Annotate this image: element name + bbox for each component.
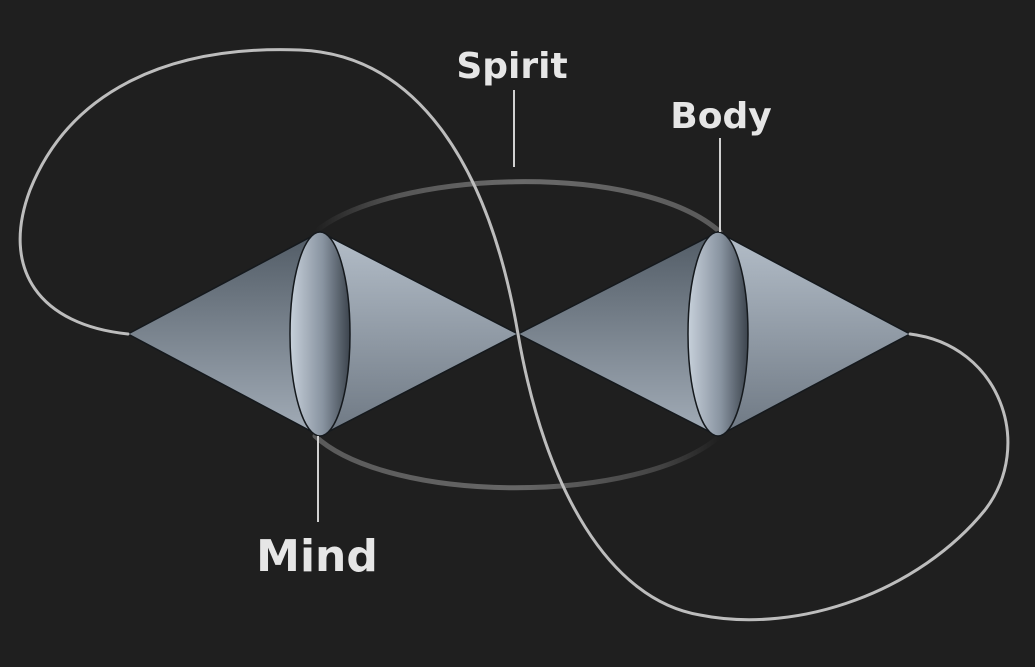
body-disk [687, 231, 749, 437]
body-label: Body [670, 96, 771, 137]
mind-label: Mind [256, 531, 378, 582]
spirit-loop [18, 48, 1010, 622]
inner-ring-bottom [312, 433, 723, 491]
inner-ring-top [312, 179, 723, 235]
mind-disk [289, 231, 351, 437]
spirit-label: Spirit [456, 46, 567, 87]
